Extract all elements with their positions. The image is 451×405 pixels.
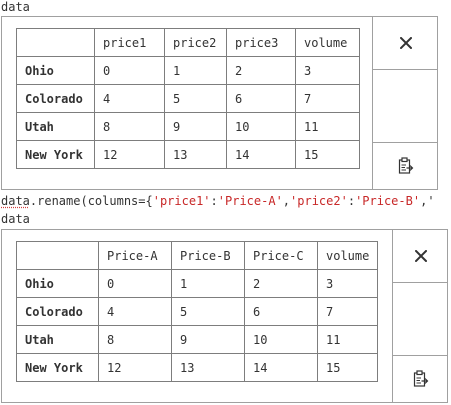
row-index-label: Colorado [16, 297, 99, 326]
dataframe-output-panel: Price-A Price-B Price-C volume Ohio 0 1 … [1, 229, 448, 403]
table-cell: 6 [244, 297, 318, 326]
index-header-cell [16, 28, 95, 57]
row-index-label: Colorado [16, 84, 95, 113]
row-index-label: Utah [16, 112, 95, 141]
code-string: 'price2' [290, 194, 348, 208]
code-string: 'Price-A' [217, 194, 283, 208]
table-cell: 2 [226, 56, 296, 85]
table-row: Utah 8 9 10 11 [16, 112, 360, 141]
row-index-label: Ohio [16, 269, 99, 298]
output-side-toolbar [372, 17, 438, 189]
table-cell: 9 [171, 325, 245, 354]
code-method: .rename(columns={ [29, 194, 153, 208]
table-cell: 8 [94, 112, 165, 141]
dataframe-output-panel: price1 price2 price3 volume Ohio 0 1 2 3… [1, 16, 438, 190]
toolbar-spacer [393, 282, 448, 356]
table-cell: 5 [171, 297, 245, 326]
code-variable: data [1, 194, 30, 208]
row-index-label: New York [16, 353, 99, 382]
table-header-row: price1 price2 price3 volume [16, 28, 360, 57]
copy-output-button[interactable] [373, 142, 438, 189]
clipboard-copy-icon [398, 157, 413, 174]
table-row: Colorado 4 5 6 7 [16, 297, 378, 326]
code-punct: : [347, 194, 356, 208]
column-header: price3 [226, 28, 296, 57]
table-cell: 4 [94, 84, 165, 113]
close-output-button[interactable] [393, 230, 448, 283]
code-input-line[interactable]: data.rename(columns={'price1':'Price-A',… [1, 193, 451, 209]
table-cell: 14 [244, 353, 318, 382]
copy-output-button[interactable] [393, 355, 448, 402]
table-row: Ohio 0 1 2 3 [16, 269, 378, 298]
output-side-toolbar [392, 230, 448, 402]
table-cell: 1 [164, 56, 227, 85]
close-icon [399, 37, 412, 49]
column-header: Price-B [171, 241, 245, 270]
table-row: Colorado 4 5 6 7 [16, 84, 360, 113]
table-cell: 2 [244, 269, 318, 298]
toolbar-spacer [373, 69, 438, 143]
table-cell: 14 [226, 140, 296, 169]
table-cell: 15 [295, 140, 360, 169]
table-cell: 8 [98, 325, 172, 354]
table-cell: 7 [317, 297, 378, 326]
table-cell: 1 [171, 269, 245, 298]
row-index-label: New York [16, 140, 95, 169]
table-cell: 0 [94, 56, 165, 85]
column-header: Price-A [98, 241, 172, 270]
dataframe-table: Price-A Price-B Price-C volume Ohio 0 1 … [16, 241, 378, 382]
table-cell: 13 [164, 140, 227, 169]
column-header: volume [317, 241, 378, 270]
output-variable-label: data [1, 0, 30, 14]
output-variable-label: data [1, 212, 30, 226]
index-header-cell [16, 241, 99, 270]
table-cell: 12 [98, 353, 172, 382]
table-cell: 9 [164, 112, 227, 141]
table-cell: 3 [317, 269, 378, 298]
table-row: New York 12 13 14 15 [16, 140, 360, 169]
table-row: Ohio 0 1 2 3 [16, 56, 360, 85]
row-index-label: Utah [16, 325, 99, 354]
dataframe-table: price1 price2 price3 volume Ohio 0 1 2 3… [16, 28, 360, 169]
table-header-row: Price-A Price-B Price-C volume [16, 241, 378, 270]
code-punct: ,' [420, 194, 435, 208]
code-string: 'price1' [152, 194, 211, 208]
table-cell: 3 [295, 56, 360, 85]
table-cell: 6 [226, 84, 296, 113]
table-cell: 15 [317, 353, 378, 382]
table-cell: 13 [171, 353, 245, 382]
column-header: price2 [164, 28, 227, 57]
code-punct: , [282, 194, 291, 208]
table-cell: 12 [94, 140, 165, 169]
table-cell: 4 [98, 297, 172, 326]
table-cell: 5 [164, 84, 227, 113]
table-cell: 0 [98, 269, 172, 298]
code-punct: : [210, 194, 218, 208]
column-header: Price-C [244, 241, 318, 270]
column-header: price1 [94, 28, 165, 57]
table-row: Utah 8 9 10 11 [16, 325, 378, 354]
table-cell: 7 [295, 84, 360, 113]
table-cell: 11 [317, 325, 378, 354]
column-header: volume [295, 28, 360, 57]
table-cell: 10 [226, 112, 296, 141]
row-index-label: Ohio [16, 56, 95, 85]
table-cell: 10 [244, 325, 318, 354]
table-row: New York 12 13 14 15 [16, 353, 378, 382]
close-icon [414, 250, 427, 262]
table-cell: 11 [295, 112, 360, 141]
close-output-button[interactable] [373, 17, 438, 70]
code-string: 'Price-B' [355, 194, 421, 208]
clipboard-copy-icon [413, 370, 428, 387]
